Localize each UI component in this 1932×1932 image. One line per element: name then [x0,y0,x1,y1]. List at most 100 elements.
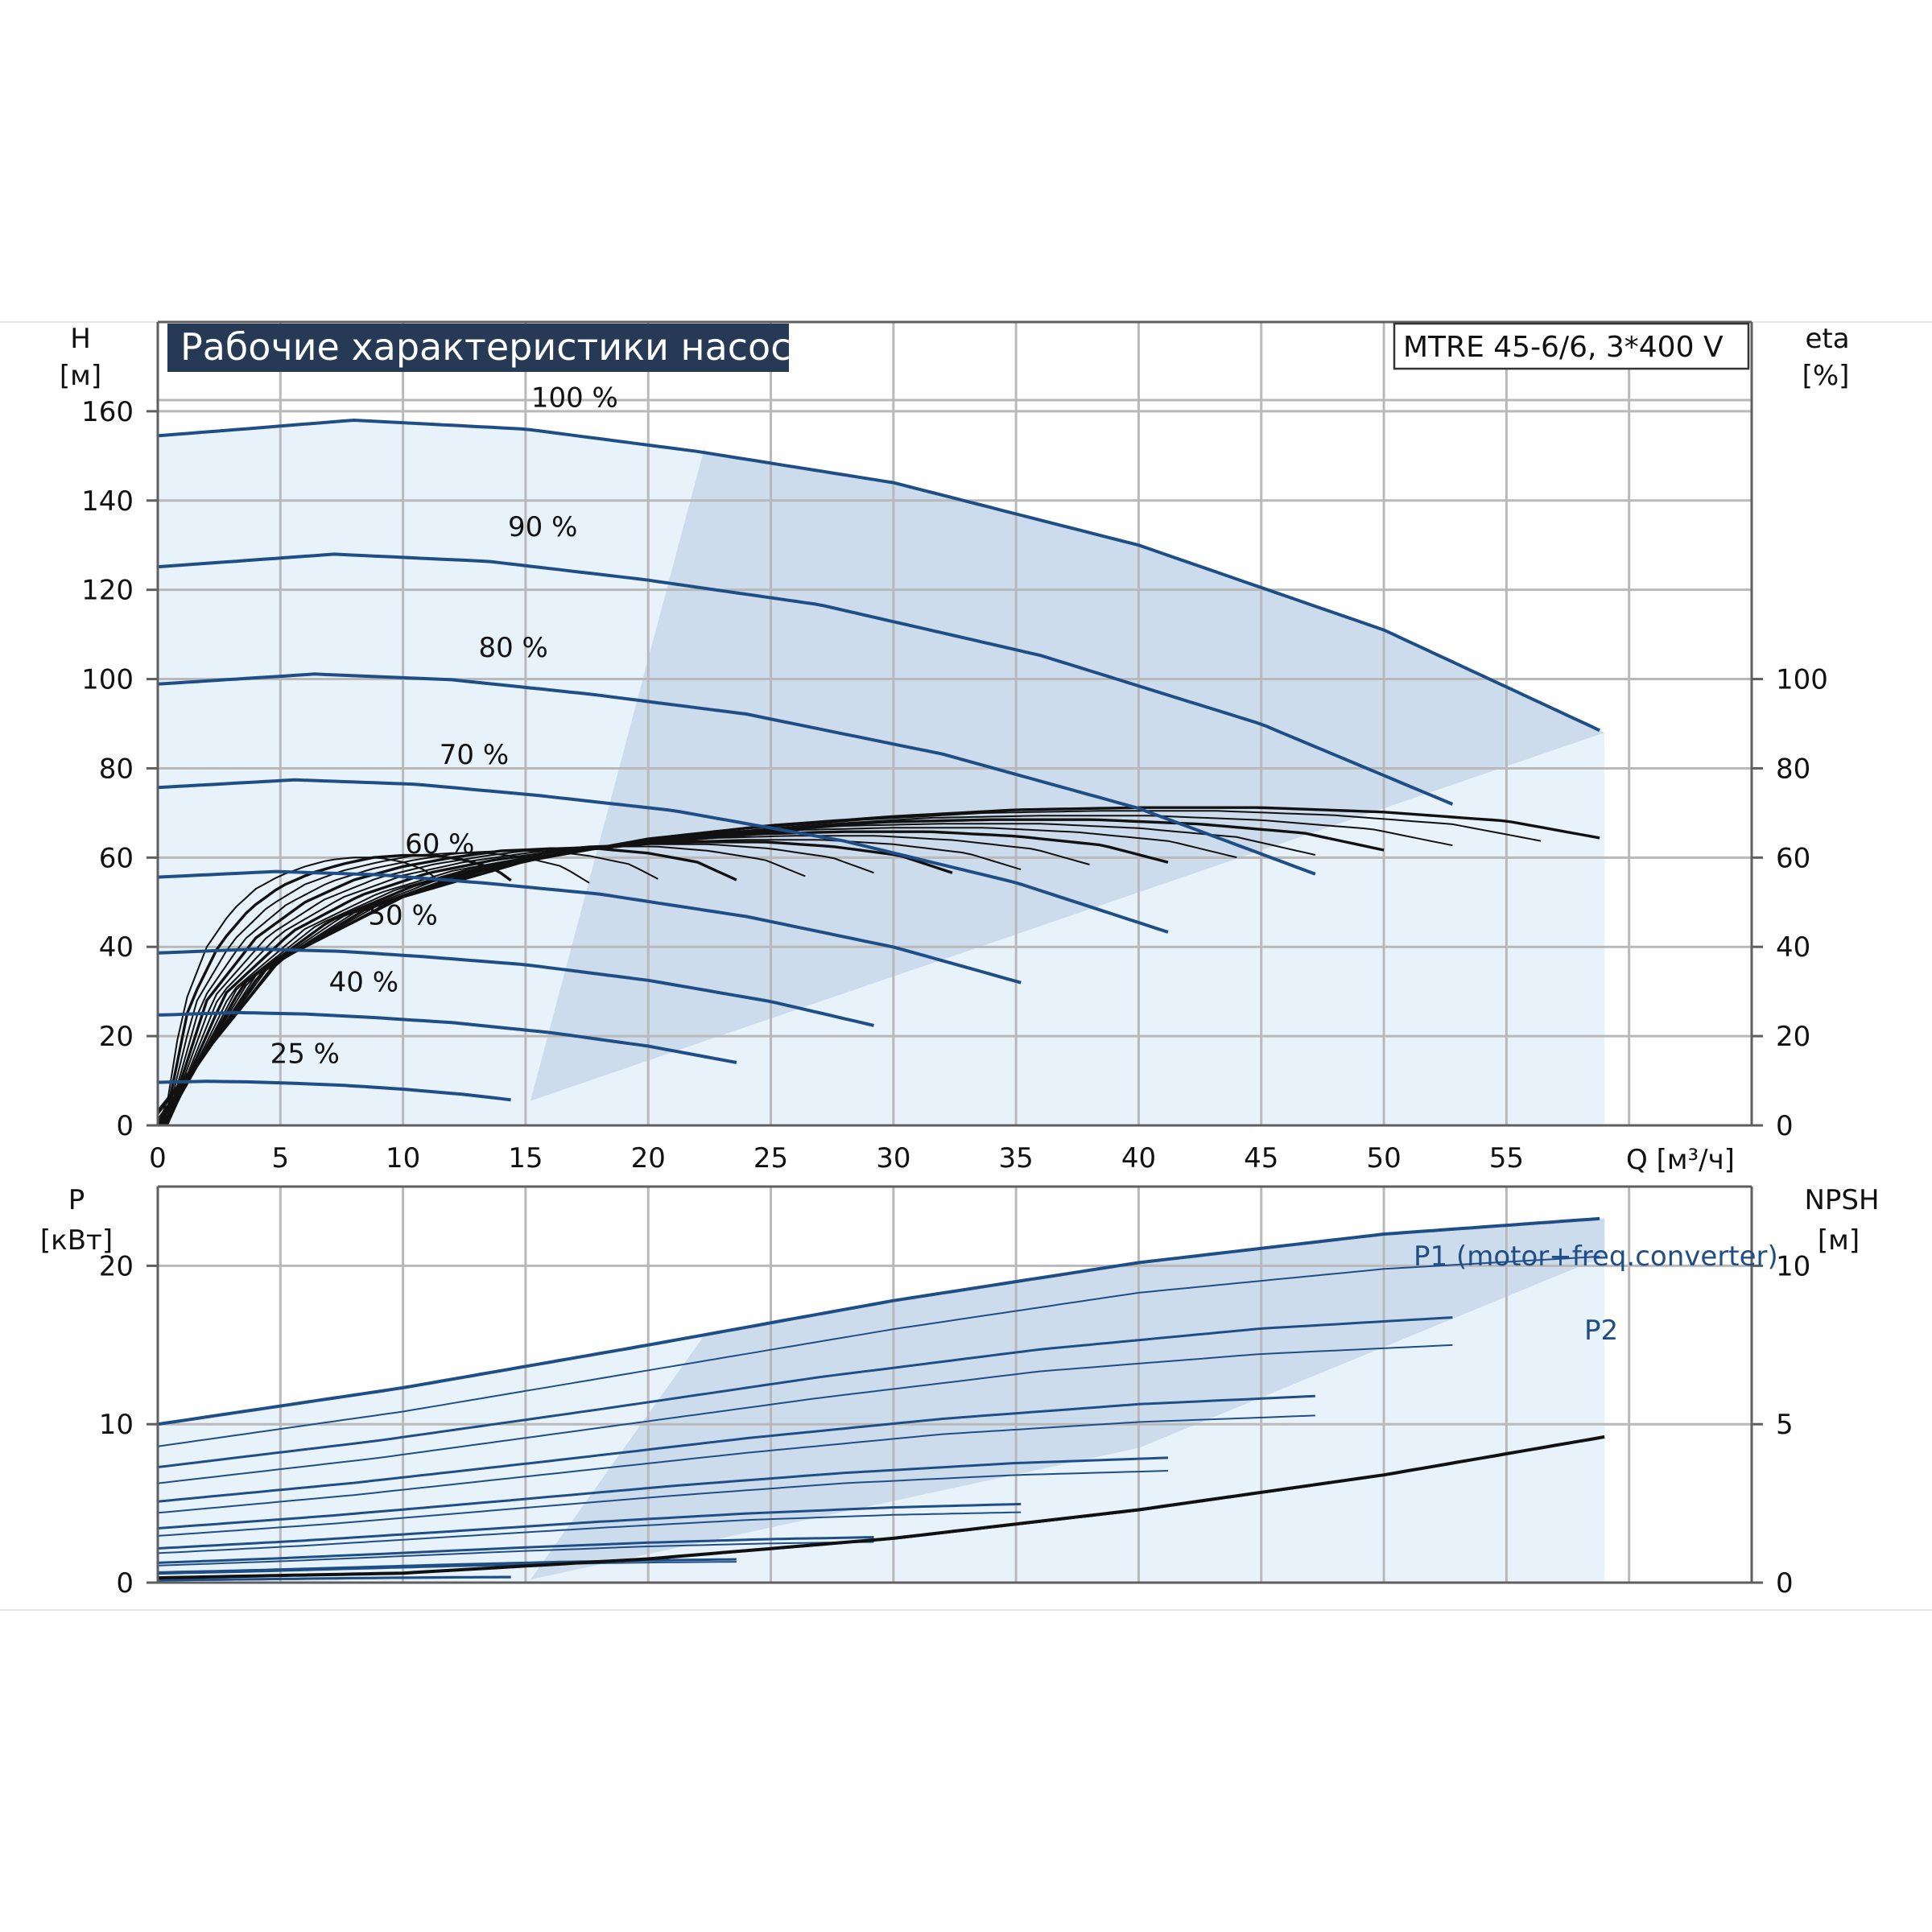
npsh-axis-name: NPSH [1804,1184,1879,1216]
npsh-tick-label: 0 [1776,1567,1794,1600]
p1-curve [157,1502,1022,1550]
y-right-tick-label: 20 [1776,1021,1810,1053]
y-left-tick-label: 20 [99,1021,134,1053]
p1-curve [157,1536,874,1564]
speed-labels: 100 % 90 % 80 % 70 % 60 % 50 % 40 % 25 % [270,382,618,1070]
y-left-name: H [70,323,91,355]
efficiency-curve [157,823,1316,1126]
x-tick-label: 35 [999,1142,1034,1174]
npsh-curve [157,1505,1164,1579]
p-tick-label: 20 [99,1250,134,1282]
power-region-layer [158,1218,1605,1583]
p1-curve [157,1394,1315,1503]
power-grid [158,1187,1752,1583]
power-axes [147,1185,1763,1584]
head-axes [147,320,1763,1127]
model-box [1393,322,1750,370]
head-tick-labels: 0 5 10 15 20 25 30 35 40 45 50 55 0 20 40 60 80 100 120 140… [81,396,1828,1174]
y-left-tick-label: 160 [81,396,134,428]
y-right-tick-label: 40 [1776,931,1810,964]
power-tick-labels: 0 10 20 0 5 10 [99,1250,1811,1600]
y-left-tick-label: 40 [99,931,134,964]
p2-curve [157,1576,511,1582]
head-efficiency-panel: 0 5 10 15 20 25 30 35 40 45 50 55 0 20 40 60 80 100 120 140… [60,320,1850,1176]
x-tick-label: 40 [1121,1142,1156,1174]
head-curve [157,552,1454,806]
speed-label: 70 % [440,739,509,771]
y-right-unit: [%] [1802,360,1850,392]
title-box [167,324,789,372]
x-tick-label: 0 [149,1142,167,1174]
p2-curve [157,1470,1169,1537]
y-right-tick-label: 80 [1776,753,1810,785]
power-curves [157,1216,1600,1582]
x-tick-label: 10 [386,1142,420,1174]
efficiency-curve [157,850,658,1126]
y-left-tick-label: 140 [81,485,134,518]
p2-curve [157,1344,1453,1484]
head-curves [157,418,1600,1102]
y-right-tick-label: 0 [1776,1110,1794,1142]
y-right-name: eta [1805,323,1849,355]
y-left-tick-label: 100 [81,664,134,696]
x-tick-label: 45 [1244,1142,1278,1174]
y-left-tick-label: 80 [99,753,134,785]
efficiency-curve [157,852,590,1126]
p2-curve [157,1511,1022,1554]
head-curve [157,778,1169,934]
speed-label: 100 % [531,382,618,414]
power-operating-region [530,1218,1605,1580]
speed-label: 25 % [270,1038,340,1070]
x-axis-label: Q [м³/ч] [1626,1144,1735,1176]
head-curve [157,947,874,1027]
chart-title: Рабочие характеристики насоса [180,325,814,369]
efficiency-curve [157,843,874,1126]
p1-curve [157,1316,1453,1468]
npsh-tick-label: 5 [1776,1409,1794,1441]
p1-series-label: P1 (motor+freq.converter) [1414,1241,1778,1273]
npsh-axis-unit: [м] [1818,1224,1860,1257]
head-curve [157,869,1022,985]
x-tick-label: 55 [1489,1142,1524,1174]
head-curve [157,672,1316,876]
p-axis-unit: [кВт] [40,1224,113,1257]
y-right-tick-label: 60 [1776,842,1810,874]
speed-label: 80 % [478,632,547,664]
p2-curve [157,1255,1600,1447]
p-axis-name: P [68,1184,85,1216]
speed-label: 50 % [368,900,437,932]
speed-label: 40 % [329,967,398,999]
y-left-tick-label: 120 [81,575,134,607]
power-npsh-panel: 0 10 20 0 5 10 P [кВт] NPSH [м] P1 (motor+fre… [40,1184,1880,1600]
y-left-tick-label: 0 [116,1110,134,1142]
speed-label: 60 % [405,828,474,861]
npsh-curves [157,1435,1605,1580]
efficiency-curve [157,845,806,1126]
x-tick-label: 25 [753,1142,788,1174]
x-tick-label: 50 [1366,1142,1401,1174]
x-tick-label: 30 [876,1142,910,1174]
speed-label: 90 % [508,511,577,543]
y-right-tick-label: 100 [1776,664,1828,696]
head-curve [157,1010,737,1064]
p1-curve [157,1456,1169,1530]
y-left-unit: [м] [60,360,101,392]
p2-series-label: P2 [1584,1315,1618,1347]
x-tick-label: 20 [631,1142,666,1174]
p1-curve [157,1216,1600,1426]
y-left-tick-label: 60 [99,842,134,874]
npsh-tick-label: 10 [1776,1250,1810,1282]
p2-curve [157,1414,1315,1514]
model-label: MTRE 45-6/6, 3*400 V [1403,331,1724,364]
operating-region-layer [158,420,1605,1125]
head-grid [158,322,1752,1125]
head-curve [157,418,1600,733]
operating-region [530,447,1605,1101]
p2-curve [157,1561,737,1575]
x-tick-label: 5 [271,1142,289,1174]
p2-curve [157,1541,874,1567]
p-tick-label: 0 [116,1567,134,1600]
p-tick-label: 10 [99,1409,134,1441]
head-curve [157,1080,511,1102]
